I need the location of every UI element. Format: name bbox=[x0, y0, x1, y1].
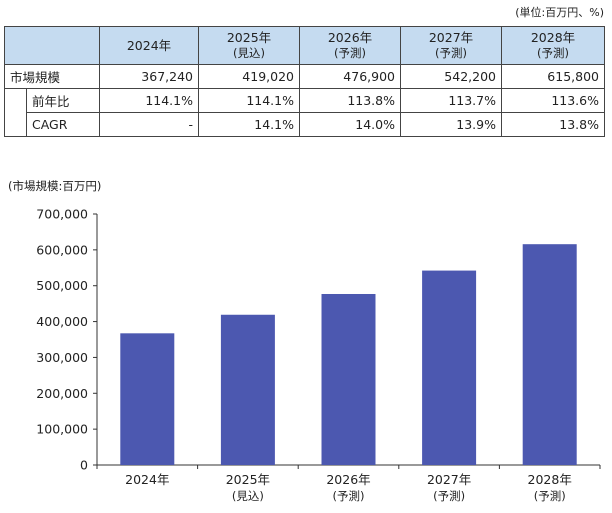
unit-note: (単位:百万円、%) bbox=[515, 6, 604, 19]
cell: 13.8% bbox=[501, 112, 605, 137]
y-tick-label: 200,000 bbox=[36, 386, 88, 401]
cell: 14.1% bbox=[198, 112, 300, 137]
cell: 113.7% bbox=[400, 88, 502, 113]
table-row-yoy: 前年比 114.1% 114.1% 113.8% 113.7% 113.6% bbox=[4, 88, 605, 137]
y-tick-label: 300,000 bbox=[36, 350, 88, 365]
y-tick-label: 400,000 bbox=[36, 314, 88, 329]
cell: 419,020 bbox=[198, 64, 300, 89]
row-label-market-size: 市場規模 bbox=[4, 64, 100, 89]
x-tick-label: 2025年 bbox=[226, 472, 270, 487]
y-tick-label: 500,000 bbox=[36, 278, 88, 293]
cell: 476,900 bbox=[299, 64, 401, 89]
y-tick-label: 700,000 bbox=[36, 207, 88, 222]
x-tick-sublabel: (予測) bbox=[333, 489, 365, 503]
x-tick-label: 2024年 bbox=[125, 472, 169, 487]
y-tick-label: 100,000 bbox=[36, 422, 88, 437]
y-tick-label: 600,000 bbox=[36, 242, 88, 257]
x-axis: 2024年 2025年 (見込) 2026年 (予測) 2027年 (予測) 2028年 (予測… bbox=[96, 464, 601, 503]
bar bbox=[120, 333, 175, 465]
table-row-cagr: CAGR - 14.1% 14.0% 13.9% 13.8% bbox=[5, 112, 605, 137]
market-size-table: 2024年 2025年 (見込) 2026年 (予測) 2027年 (予測) 2028… bbox=[4, 26, 605, 137]
header-2028: 2028年 (予測) bbox=[501, 26, 605, 65]
table-header-row: 2024年 2025年 (見込) 2026年 (予測) 2027年 (予測) 2028… bbox=[4, 26, 605, 65]
x-tick-label: 2028年 bbox=[528, 472, 572, 487]
bar bbox=[220, 314, 275, 465]
cell: 367,240 bbox=[99, 64, 199, 89]
row-label-cagr: CAGR bbox=[26, 112, 100, 137]
bar bbox=[522, 244, 577, 465]
bars bbox=[120, 244, 577, 465]
cell: 542,200 bbox=[400, 64, 502, 89]
header-2027: 2027年 (予測) bbox=[400, 26, 502, 65]
x-tick-sublabel: (見込) bbox=[232, 489, 264, 503]
bar bbox=[321, 293, 376, 465]
x-tick-label: 2027年 bbox=[427, 472, 471, 487]
table-row-market-size: 市場規模 367,240 419,020 476,900 542,200 615… bbox=[4, 64, 605, 89]
y-axis-unit-label: (市場規模:百万円) bbox=[8, 179, 102, 193]
cell: 113.8% bbox=[299, 88, 401, 113]
cell: 113.6% bbox=[501, 88, 605, 113]
x-tick-sublabel: (予測) bbox=[433, 489, 465, 503]
cell: 615,800 bbox=[501, 64, 605, 89]
cell: 13.9% bbox=[400, 112, 502, 137]
cell: 14.0% bbox=[299, 112, 401, 137]
bar bbox=[422, 270, 477, 465]
y-tick-label: 0 bbox=[80, 458, 88, 473]
header-2026: 2026年 (予測) bbox=[299, 26, 401, 65]
x-tick-sublabel: (予測) bbox=[534, 489, 566, 503]
x-tick-label: 2026年 bbox=[326, 472, 370, 487]
y-axis: 0 100,000 200,000 300,000 400,000 500,000 600,… bbox=[36, 207, 98, 473]
